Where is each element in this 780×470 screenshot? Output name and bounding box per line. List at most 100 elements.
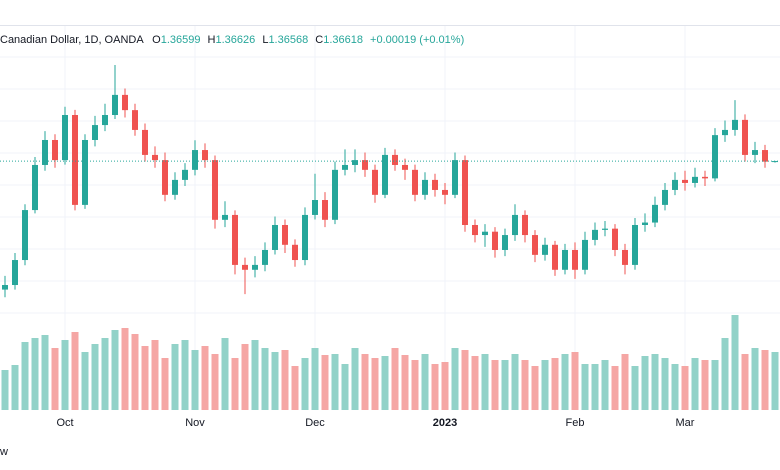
volume-bar bbox=[111, 330, 119, 410]
candle-body bbox=[2, 285, 8, 290]
volume-bar bbox=[141, 346, 149, 410]
candle-body bbox=[562, 249, 568, 270]
high-value: 1.36626 bbox=[215, 34, 255, 46]
volume-layer bbox=[1, 315, 779, 410]
x-tick-label: Mar bbox=[676, 417, 695, 429]
volume-bar bbox=[741, 354, 749, 410]
volume-bar bbox=[331, 354, 339, 410]
x-tick-label: 2023 bbox=[433, 417, 457, 429]
volume-bar bbox=[511, 354, 519, 410]
volume-bar bbox=[651, 354, 659, 410]
x-tick-label: Feb bbox=[566, 417, 585, 429]
volume-bar bbox=[631, 366, 639, 410]
candle-body bbox=[12, 260, 18, 286]
candle-body bbox=[92, 125, 98, 140]
ohlc-label: C bbox=[315, 34, 323, 46]
open-value: 1.36599 bbox=[161, 34, 201, 46]
volume-bar bbox=[271, 352, 279, 410]
volume-bar bbox=[481, 354, 489, 410]
volume-bar bbox=[301, 358, 309, 410]
candle-body bbox=[172, 179, 178, 195]
volume-bar bbox=[501, 360, 509, 410]
x-tick-label: Nov bbox=[185, 417, 205, 429]
volume-bar bbox=[721, 338, 729, 410]
volume-bar bbox=[411, 360, 419, 410]
volume-bar bbox=[701, 360, 709, 410]
volume-bar bbox=[161, 358, 169, 410]
candle-body bbox=[542, 244, 548, 255]
candle-body bbox=[502, 235, 508, 250]
x-tick-label: Dec bbox=[305, 417, 325, 429]
candle-body bbox=[312, 200, 318, 215]
candle-body bbox=[412, 169, 418, 195]
candle-body bbox=[352, 160, 358, 165]
volume-bar bbox=[21, 342, 29, 410]
volume-bar bbox=[311, 348, 319, 410]
candle-body bbox=[722, 129, 728, 136]
volume-bar bbox=[601, 360, 609, 410]
candle-body bbox=[672, 179, 678, 190]
candle-body bbox=[552, 244, 558, 270]
volume-bar bbox=[261, 348, 269, 410]
volume-bar bbox=[321, 355, 329, 410]
volume-bar bbox=[211, 354, 219, 410]
volume-bar bbox=[621, 354, 629, 410]
volume-bar bbox=[1, 370, 9, 410]
candle-body bbox=[32, 164, 38, 211]
candle-body bbox=[712, 135, 718, 179]
candle-body bbox=[452, 160, 458, 195]
candle-body bbox=[222, 214, 228, 220]
ohlc-label: O bbox=[152, 34, 161, 46]
candle-body bbox=[612, 228, 618, 250]
candle-body bbox=[22, 210, 28, 261]
volume-bar bbox=[401, 355, 409, 410]
volume-bar bbox=[31, 338, 39, 410]
volume-bar bbox=[561, 354, 569, 410]
candle-body bbox=[202, 150, 208, 161]
candle-body bbox=[282, 224, 288, 245]
candle-body bbox=[652, 204, 658, 223]
volume-bar bbox=[231, 358, 239, 410]
volume-bar bbox=[11, 365, 19, 410]
volume-bar bbox=[671, 364, 679, 410]
candle-body bbox=[532, 235, 538, 255]
candle-body bbox=[522, 214, 528, 236]
candle-body bbox=[632, 224, 638, 265]
volume-bar bbox=[41, 335, 49, 410]
candle-body bbox=[272, 224, 278, 250]
volume-bar bbox=[471, 356, 479, 410]
volume-bar bbox=[281, 350, 289, 410]
candle-body bbox=[682, 179, 688, 183]
candle-body bbox=[42, 139, 48, 165]
volume-bar bbox=[171, 344, 179, 410]
volume-bar bbox=[461, 350, 469, 410]
candle-body bbox=[472, 224, 478, 236]
candle-body bbox=[752, 150, 758, 155]
volume-bar bbox=[761, 350, 769, 410]
volume-bar bbox=[81, 352, 89, 410]
candle-body bbox=[692, 176, 698, 183]
candle-body bbox=[192, 150, 198, 170]
volume-bar bbox=[191, 350, 199, 410]
candle-body bbox=[152, 154, 158, 161]
candle-body bbox=[332, 169, 338, 220]
x-tick-label: Oct bbox=[56, 417, 73, 429]
volume-bar bbox=[591, 364, 599, 410]
volume-bar bbox=[361, 354, 369, 410]
candle-body bbox=[742, 119, 748, 155]
candle-body bbox=[252, 264, 258, 270]
candle-body bbox=[592, 229, 598, 240]
candle-body bbox=[392, 154, 398, 165]
candle-layer bbox=[2, 65, 778, 298]
candle-body bbox=[162, 160, 168, 195]
volume-bar bbox=[291, 366, 299, 410]
footer-fragment: w bbox=[0, 446, 8, 458]
volume-bar bbox=[531, 366, 539, 410]
candle-body bbox=[732, 119, 738, 130]
legend-header: Canadian Dollar, 1D, OANDA O1.36599 H1.3… bbox=[0, 34, 464, 46]
candle-body bbox=[72, 115, 78, 205]
candle-body bbox=[362, 160, 368, 170]
volume-bar bbox=[731, 315, 739, 410]
volume-bar bbox=[351, 348, 359, 410]
